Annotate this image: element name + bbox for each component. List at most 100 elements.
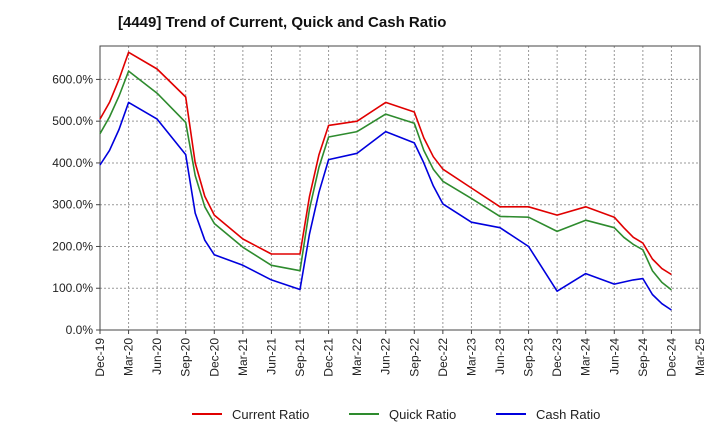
- current-ratio-point: [442, 168, 444, 170]
- cash-ratio-point: [470, 221, 472, 223]
- x-tick-label: Dec-24: [664, 338, 678, 377]
- cash-ratio-point: [318, 191, 320, 193]
- quick-ratio-point: [585, 219, 587, 221]
- cash-ratio-point: [423, 162, 425, 164]
- quick-ratio-point: [156, 92, 158, 94]
- quick-ratio-point: [213, 222, 215, 224]
- cash-ratio-point: [413, 142, 415, 144]
- quick-ratio-point: [651, 269, 653, 271]
- current-ratio-point: [99, 118, 101, 120]
- cash-ratio-point: [356, 152, 358, 154]
- y-tick-label: 0.0%: [66, 323, 94, 337]
- current-ratio-point: [185, 96, 187, 98]
- quick-ratio-point: [185, 121, 187, 123]
- x-tick-label: Mar-23: [464, 338, 478, 376]
- current-ratio-point: [108, 101, 110, 103]
- current-ratio-point: [632, 236, 634, 238]
- x-tick-label: Jun-24: [607, 338, 621, 375]
- cash-ratio-point: [99, 164, 101, 166]
- current-ratio-point: [661, 267, 663, 269]
- current-ratio-point: [642, 242, 644, 244]
- quick-ratio-point: [270, 264, 272, 266]
- y-tick-label: 600.0%: [52, 72, 93, 86]
- quick-ratio-point: [127, 70, 129, 72]
- cash-ratio-point: [661, 302, 663, 304]
- current-ratio-point: [270, 253, 272, 255]
- cash-ratio-point: [432, 185, 434, 187]
- current-ratio-point: [556, 214, 558, 216]
- cash-ratio-point: [623, 281, 625, 283]
- current-ratio-point: [299, 253, 301, 255]
- current-ratio-point: [651, 258, 653, 260]
- current-ratio-point: [385, 101, 387, 103]
- cash-ratio-point: [308, 233, 310, 235]
- current-ratio-point: [327, 124, 329, 126]
- cash-ratio-point: [242, 264, 244, 266]
- current-ratio-point: [194, 162, 196, 164]
- cash-ratio-point: [556, 290, 558, 292]
- quick-ratio-point: [242, 246, 244, 248]
- cash-ratio-point: [670, 309, 672, 311]
- quick-ratio-point: [194, 174, 196, 176]
- x-tick-label: Jun-22: [379, 338, 393, 375]
- series-layer: [99, 51, 672, 311]
- current-ratio-point: [242, 238, 244, 240]
- cash-ratio-point: [327, 158, 329, 160]
- quick-ratio-point: [442, 180, 444, 182]
- cash-ratio-point: [118, 128, 120, 130]
- y-tick-label: 200.0%: [52, 239, 93, 253]
- y-tick-label: 300.0%: [52, 198, 93, 212]
- x-tick-label: Mar-24: [579, 338, 593, 376]
- cash-ratio-point: [127, 101, 129, 103]
- x-tick-label: Mar-20: [122, 338, 136, 376]
- current-ratio-line: [99, 51, 672, 276]
- current-ratio-point: [413, 111, 415, 113]
- cash-ratio-point: [299, 288, 301, 290]
- x-tick-label: Sep-22: [407, 338, 421, 377]
- quick-ratio-point: [613, 226, 615, 228]
- quick-ratio-point: [499, 215, 501, 217]
- quick-ratio-point: [661, 281, 663, 283]
- cash-ratio-point: [442, 203, 444, 205]
- quick-ratio-point: [385, 113, 387, 115]
- cash-ratio-point: [499, 226, 501, 228]
- quick-ratio-point: [108, 116, 110, 118]
- x-tick-label: Sep-24: [636, 338, 650, 377]
- quick-ratio-point: [623, 236, 625, 238]
- quick-ratio-point: [318, 166, 320, 168]
- quick-ratio-line: [99, 70, 672, 291]
- cash-ratio-point: [185, 153, 187, 155]
- quick-ratio-point: [527, 216, 529, 218]
- cash-ratio-point: [204, 239, 206, 241]
- cash-ratio-point: [270, 279, 272, 281]
- quick-ratio-point: [118, 95, 120, 97]
- quick-ratio-legend-label: Quick Ratio: [389, 407, 456, 422]
- cash-ratio-line: [99, 101, 672, 311]
- chart-title: [4449] Trend of Current, Quick and Cash …: [118, 14, 447, 31]
- x-tick-label: Dec-22: [436, 338, 450, 377]
- plot-frame: [99, 45, 701, 331]
- x-tick-label: Dec-19: [93, 338, 107, 377]
- current-ratio-point: [118, 78, 120, 80]
- cash-ratio-point: [156, 118, 158, 120]
- quick-ratio-point: [356, 130, 358, 132]
- current-ratio-point: [308, 195, 310, 197]
- current-ratio-point: [127, 51, 129, 53]
- quick-ratio-point: [413, 122, 415, 124]
- x-tick-label: Jun-20: [150, 338, 164, 375]
- y-tick-label: 500.0%: [52, 114, 93, 128]
- x-tick-label: Sep-23: [522, 338, 536, 377]
- current-ratio-point: [432, 155, 434, 157]
- legend: Current Ratio Quick Ratio Cash Ratio: [192, 407, 600, 422]
- x-tick-label: Mar-22: [350, 338, 364, 376]
- current-ratio-point: [204, 195, 206, 197]
- grid-layer: [100, 46, 700, 330]
- quick-ratio-point: [204, 206, 206, 208]
- current-ratio-legend-label: Current Ratio: [232, 407, 309, 422]
- quick-ratio-point: [556, 230, 558, 232]
- x-tick-label: Jun-21: [264, 338, 278, 375]
- current-ratio-point: [585, 206, 587, 208]
- quick-ratio-point: [632, 243, 634, 245]
- cash-ratio-point: [527, 245, 529, 247]
- x-tick-layer: Dec-19 Mar-20 Jun-20 Sep-20 Dec-20 Mar-21 Jun-…: [93, 330, 707, 377]
